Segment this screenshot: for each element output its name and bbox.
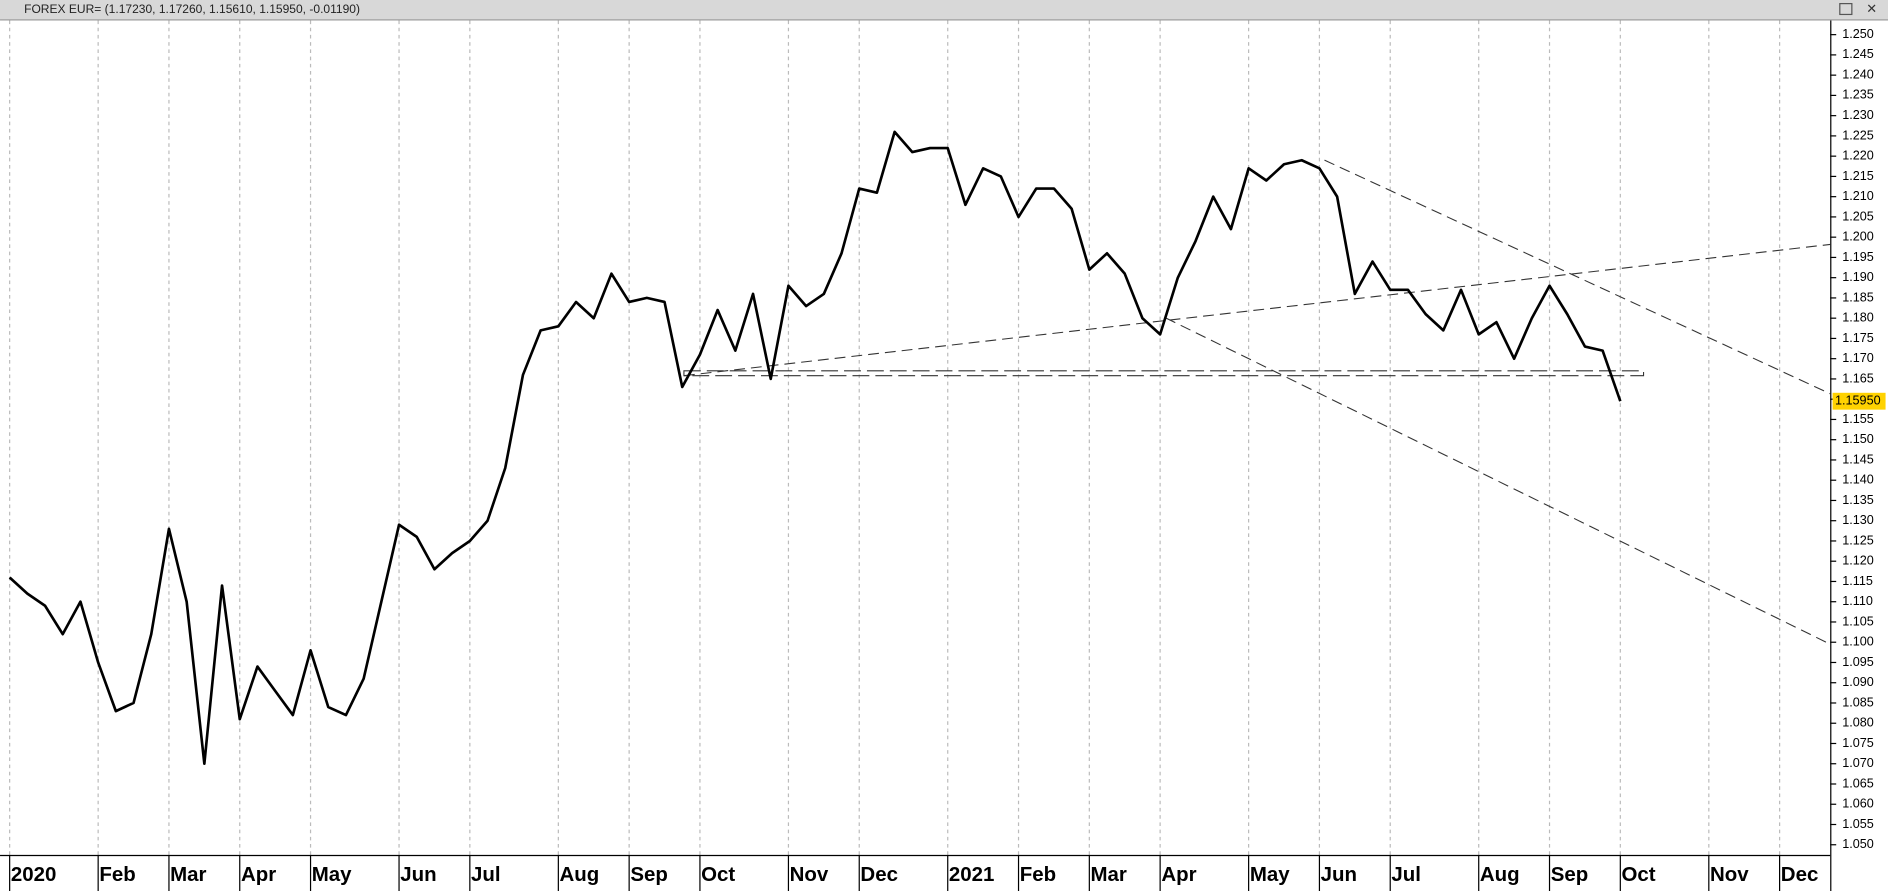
y-tick-label: 1.100: [1842, 635, 1874, 649]
x-tick-label: Nov: [790, 863, 829, 886]
y-tick-label: 1.200: [1842, 230, 1874, 244]
x-tick-label: 2020: [11, 863, 57, 886]
y-tick-label: 1.155: [1842, 412, 1874, 426]
x-tick-label: Sep: [1551, 863, 1589, 886]
x-tick-label: Nov: [1710, 863, 1749, 886]
x-tick-label: Oct: [1622, 863, 1656, 886]
last-price-label: 1.15950: [1835, 394, 1881, 408]
y-tick-label: 1.125: [1842, 533, 1874, 547]
y-tick-label: 1.180: [1842, 311, 1874, 325]
window-icon[interactable]: [1839, 3, 1853, 16]
y-tick-label: 1.230: [1842, 108, 1874, 122]
x-tick-label: Aug: [560, 863, 600, 886]
x-tick-label: May: [312, 863, 352, 886]
x-tick-label: Jun: [400, 863, 436, 886]
y-tick-label: 1.210: [1842, 189, 1874, 203]
y-tick-label: 1.130: [1842, 513, 1874, 527]
y-tick-label: 1.075: [1842, 736, 1874, 750]
y-tick-label: 1.240: [1842, 67, 1874, 81]
x-tick-label: Jul: [471, 863, 501, 886]
y-tick-label: 1.175: [1842, 331, 1874, 345]
y-tick-label: 1.250: [1842, 27, 1874, 41]
y-tick-label: 1.140: [1842, 473, 1874, 487]
last-price-box: [1832, 392, 1886, 410]
price-line: [8, 130, 1622, 766]
y-tick-label: 1.205: [1842, 209, 1874, 223]
trend-lines: [683, 159, 1831, 645]
y-tick-label: 1.185: [1842, 290, 1874, 304]
close-icon[interactable]: ✕: [1866, 1, 1877, 16]
y-tick-label: 1.170: [1842, 351, 1874, 365]
y-tick-label: 1.050: [1842, 837, 1874, 851]
y-tick-label: 1.135: [1842, 493, 1874, 507]
x-tick-label: Mar: [170, 863, 206, 886]
y-tick-label: 1.105: [1842, 614, 1874, 628]
trend-line: [1165, 317, 1831, 645]
x-tick-label: Feb: [1020, 863, 1056, 886]
x-tick-label: Feb: [99, 863, 135, 886]
x-tick-label: Jun: [1321, 863, 1357, 886]
y-tick-label: 1.065: [1842, 776, 1874, 790]
x-tick-label: Apr: [1161, 863, 1196, 886]
y-tick-label: 1.225: [1842, 128, 1874, 142]
y-tick-label: 1.195: [1842, 250, 1874, 264]
y-tick-label: 1.115: [1842, 574, 1873, 588]
x-tick-label: May: [1250, 863, 1290, 886]
y-tick-label: 1.190: [1842, 270, 1874, 284]
y-tick-label: 1.055: [1842, 817, 1874, 831]
y-tick-label: 1.070: [1842, 756, 1874, 770]
support-band: [683, 370, 1645, 377]
y-tick-label: 1.165: [1842, 371, 1874, 385]
x-tick-label: Jul: [1391, 863, 1421, 886]
y-tick-label: 1.245: [1842, 47, 1874, 61]
x-tick-label: Sep: [630, 863, 668, 886]
marks: 1.15950: [8, 130, 1886, 766]
y-tick-label: 1.090: [1842, 675, 1874, 689]
y-tick-label: 1.095: [1842, 655, 1874, 669]
grid: 1.050 1.055 1.060 1.065 1.070 1.075 1.080 1.085…: [9, 20, 1874, 891]
y-tick-label: 1.110: [1842, 594, 1873, 608]
y-tick-label: 1.060: [1842, 797, 1874, 811]
x-tick-label: Oct: [701, 863, 735, 886]
y-tick-label: 1.145: [1842, 452, 1874, 466]
trend-line: [1324, 159, 1831, 395]
y-tick-label: 1.080: [1842, 716, 1874, 730]
trend-line: [683, 243, 1831, 377]
y-tick-label: 1.120: [1842, 554, 1874, 568]
y-tick-label: 1.235: [1842, 88, 1874, 102]
x-tick-label: Dec: [860, 863, 898, 886]
x-tick-label: Mar: [1091, 863, 1127, 886]
y-tick-label: 1.085: [1842, 695, 1874, 709]
chart-title: FOREX EUR= (1.17230, 1.17260, 1.15610, 1…: [24, 2, 360, 16]
x-tick-label: Aug: [1480, 863, 1520, 886]
y-tick-label: 1.150: [1842, 432, 1874, 446]
x-tick-label: Apr: [241, 863, 276, 886]
title-bar: [0, 0, 1888, 20]
y-tick-label: 1.220: [1842, 149, 1874, 163]
x-tick-label: 2021: [949, 863, 995, 886]
x-tick-label: Dec: [1781, 863, 1819, 886]
y-tick-label: 1.215: [1842, 169, 1874, 183]
